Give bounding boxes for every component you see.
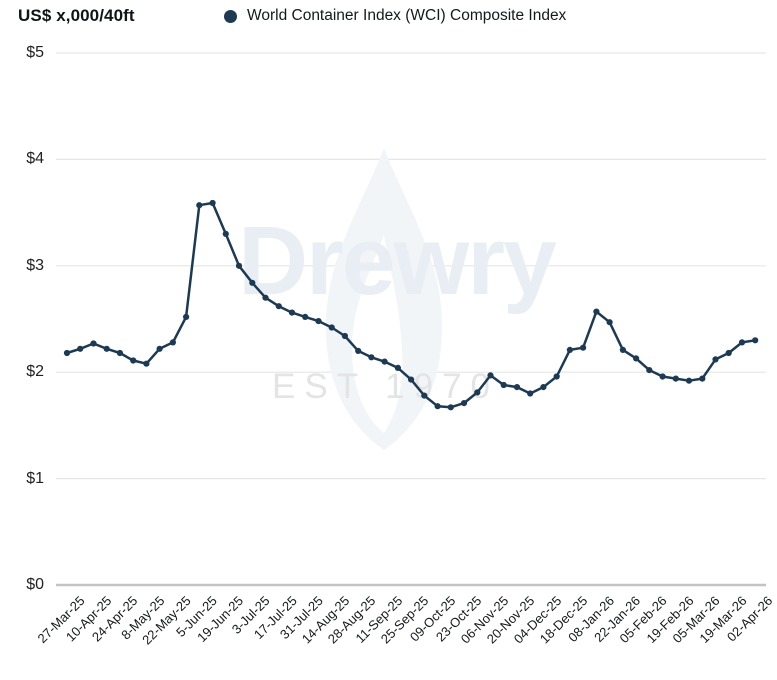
data-point-marker	[434, 403, 441, 410]
data-point-marker	[381, 358, 388, 365]
data-point-marker	[725, 349, 732, 357]
data-point-marker	[408, 376, 415, 383]
data-point-marker	[249, 279, 256, 286]
data-point-marker	[130, 357, 137, 364]
data-point-marker	[235, 262, 243, 269]
data-point-marker	[77, 345, 84, 352]
data-point-marker	[566, 346, 574, 353]
data-point-marker	[606, 319, 613, 326]
data-point-marker	[738, 339, 746, 346]
data-point-marker	[685, 377, 693, 384]
y-axis-tick-label: $4	[26, 150, 44, 168]
data-point-marker	[752, 337, 759, 344]
y-axis-tick-label: $0	[26, 576, 44, 593]
legend-dot-icon	[224, 9, 237, 23]
legend-series-label: World Container Index (WCI) Composite In…	[247, 7, 567, 24]
data-point-marker	[421, 392, 428, 399]
data-point-marker	[527, 390, 534, 397]
data-point-marker	[275, 303, 282, 310]
data-point-marker	[262, 294, 269, 301]
data-point-marker	[593, 308, 600, 315]
data-point-marker	[116, 349, 123, 357]
legend: World Container Index (WCI) Composite In…	[224, 7, 566, 25]
data-point-marker	[103, 345, 110, 352]
data-point-marker	[368, 354, 375, 361]
data-point-marker	[513, 384, 521, 391]
data-point-marker	[633, 355, 640, 362]
data-point-marker	[156, 345, 163, 352]
y-axis-tick-label: $2	[26, 363, 44, 381]
data-point-marker	[460, 400, 468, 407]
y-axis-tick-label: $1	[26, 469, 44, 487]
data-point-marker	[487, 372, 494, 379]
data-point-marker	[553, 373, 560, 380]
data-point-marker	[355, 347, 362, 354]
data-point-marker	[143, 360, 150, 367]
data-point-marker	[394, 364, 401, 371]
y-axis-tick-label: $3	[26, 256, 44, 274]
data-point-marker	[183, 313, 190, 320]
data-point-marker	[540, 384, 547, 391]
data-point-marker	[90, 340, 97, 347]
data-point-marker	[474, 389, 481, 396]
data-point-marker	[580, 344, 587, 351]
data-point-marker	[328, 324, 335, 331]
data-point-marker	[659, 373, 666, 380]
data-point-marker	[288, 309, 296, 316]
data-point-marker	[672, 375, 679, 382]
y-axis-tick-label: $5	[26, 44, 44, 61]
data-point-marker	[619, 346, 627, 353]
y-axis-units-label: US$ x,000/40ft	[18, 6, 135, 25]
data-point-marker	[646, 367, 653, 374]
data-point-marker	[196, 202, 203, 209]
data-point-marker	[169, 339, 176, 346]
data-point-marker	[302, 313, 309, 320]
data-point-marker	[712, 356, 719, 363]
data-point-marker	[315, 318, 322, 325]
data-point-marker	[63, 349, 71, 357]
data-point-marker	[222, 230, 229, 237]
data-point-marker	[699, 375, 706, 382]
data-point-marker	[500, 381, 507, 389]
data-point-marker	[447, 404, 454, 411]
data-point-marker	[341, 332, 348, 340]
data-point-marker	[209, 199, 216, 207]
